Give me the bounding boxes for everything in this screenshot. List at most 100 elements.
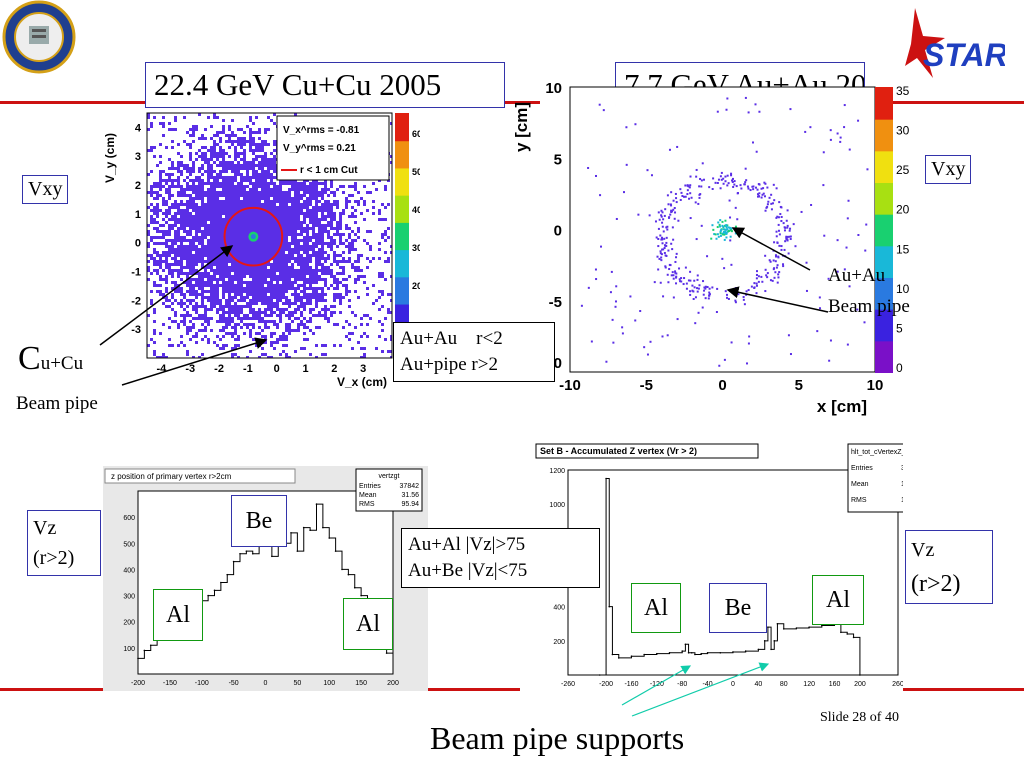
cucu-density-cell xyxy=(357,347,360,350)
cucu-density-cell xyxy=(327,191,330,194)
cucu-density-cell xyxy=(375,227,378,230)
cucu-density-cell xyxy=(300,329,303,332)
cucu-density-cell xyxy=(198,335,201,338)
cucu-density-cell xyxy=(378,113,381,116)
cucu-density-cell xyxy=(330,302,333,305)
cucu-density-cell xyxy=(345,305,348,308)
cucu-density-cell xyxy=(243,344,246,347)
cucu-density-cell xyxy=(309,233,312,236)
cucu-density-cell xyxy=(381,239,384,242)
cucu-density-cell xyxy=(150,131,153,134)
cucu-density-cell xyxy=(294,323,297,326)
cucu-density-cell xyxy=(318,188,321,191)
cucu-density-cell xyxy=(375,341,378,344)
cucu-density-cell xyxy=(330,254,333,257)
cucu-density-cell xyxy=(372,317,375,320)
cucu-density-cell xyxy=(315,113,318,116)
cucu-density-cell xyxy=(297,311,300,314)
cucu-density-cell xyxy=(351,293,354,296)
cucu-density-cell xyxy=(288,263,291,266)
auau-core-point xyxy=(719,225,722,228)
cucu-density-cell xyxy=(162,215,165,218)
cucu-density-cell xyxy=(375,275,378,278)
cucu-density-cell xyxy=(174,173,177,176)
cucu-density-cell xyxy=(261,134,264,137)
zright-data-point xyxy=(773,640,776,642)
cucu-density-cell xyxy=(183,131,186,134)
cucu-density-cell xyxy=(270,170,273,173)
cucu-density-cell xyxy=(246,332,249,335)
cucu-density-cell xyxy=(246,275,249,278)
cucu-density-cell xyxy=(177,320,180,323)
cucu-density-cell xyxy=(375,206,378,209)
auau-ring-point xyxy=(679,188,682,191)
cucu-density-cell xyxy=(174,335,177,338)
cucu-density-cell xyxy=(165,113,168,116)
cucu-density-cell xyxy=(210,140,213,143)
uc-davis-seal-logo xyxy=(2,0,76,74)
cucu-density-cell xyxy=(186,137,189,140)
cucu-density-cell xyxy=(312,323,315,326)
cucu-density-cell xyxy=(357,185,360,188)
cucu-density-cell xyxy=(180,182,183,185)
cucu-density-cell xyxy=(330,278,333,281)
cucu-density-cell xyxy=(378,299,381,302)
zright-data-point xyxy=(770,648,772,651)
cucu-density-cell xyxy=(246,137,249,140)
cucu-density-cell xyxy=(354,203,357,206)
cucu-density-cell xyxy=(372,353,375,356)
cucu-density-cell xyxy=(174,194,177,197)
cucu-density-cell xyxy=(150,206,153,209)
cucu-density-cell xyxy=(153,179,156,182)
cucu-density-cell xyxy=(258,341,261,344)
auau-background-point xyxy=(742,298,745,301)
auau-ring-point xyxy=(689,290,692,293)
cucu-density-cell xyxy=(261,122,264,125)
label-cucu-sub: u+Cu xyxy=(40,353,84,374)
cucu-density-cell xyxy=(165,308,168,311)
auau-background-point xyxy=(747,289,750,292)
auau-ring-point xyxy=(698,193,701,196)
cucu-density-cell xyxy=(195,314,198,317)
cucu-density-cell xyxy=(372,227,375,230)
cucu-density-cell xyxy=(327,296,330,299)
cucu-density-cell xyxy=(336,275,339,278)
cucu-density-cell xyxy=(303,353,306,356)
cucu-density-cell xyxy=(156,149,159,152)
cucu-density-cell xyxy=(267,332,270,335)
cucu-density-cell xyxy=(204,131,207,134)
cucu-density-cell xyxy=(219,158,222,161)
cucu-ylabel: V_y (cm) xyxy=(103,133,117,183)
cucu-density-cell xyxy=(366,239,369,242)
cucu-density-cell xyxy=(279,347,282,350)
auau-ring-point xyxy=(757,195,760,198)
auau-background-point xyxy=(690,196,693,199)
cucu-density-cell xyxy=(357,305,360,308)
cucu-density-cell xyxy=(342,308,345,311)
cucu-density-cell xyxy=(180,179,183,182)
cucu-density-cell xyxy=(369,320,372,323)
cucu-density-cell xyxy=(291,332,294,335)
cucu-density-cell xyxy=(159,146,162,149)
cucu-density-cell xyxy=(375,296,378,299)
auau-ring-point xyxy=(744,181,747,184)
cucu-density-cell xyxy=(153,275,156,278)
zleft-data-point xyxy=(302,526,305,529)
cucu-density-cell xyxy=(186,152,189,155)
auau-ring-point xyxy=(785,236,788,239)
cucu-density-cell xyxy=(240,122,243,125)
cucu-density-cell xyxy=(369,275,372,278)
cucu-density-cell xyxy=(324,347,327,350)
cucu-density-cell xyxy=(258,119,261,122)
auau-ring-point xyxy=(786,209,789,212)
cucu-density-cell xyxy=(174,353,177,356)
auau-ring-point xyxy=(657,245,660,248)
auau-ring-point xyxy=(784,255,787,258)
cucu-density-cell xyxy=(309,230,312,233)
auau-ring-point xyxy=(724,290,727,293)
cucu-density-cell xyxy=(150,278,153,281)
cucu-density-cell xyxy=(255,152,258,155)
cucu-density-cell xyxy=(207,293,210,296)
cucu-density-cell xyxy=(204,197,207,200)
cucu-density-cell xyxy=(267,152,270,155)
